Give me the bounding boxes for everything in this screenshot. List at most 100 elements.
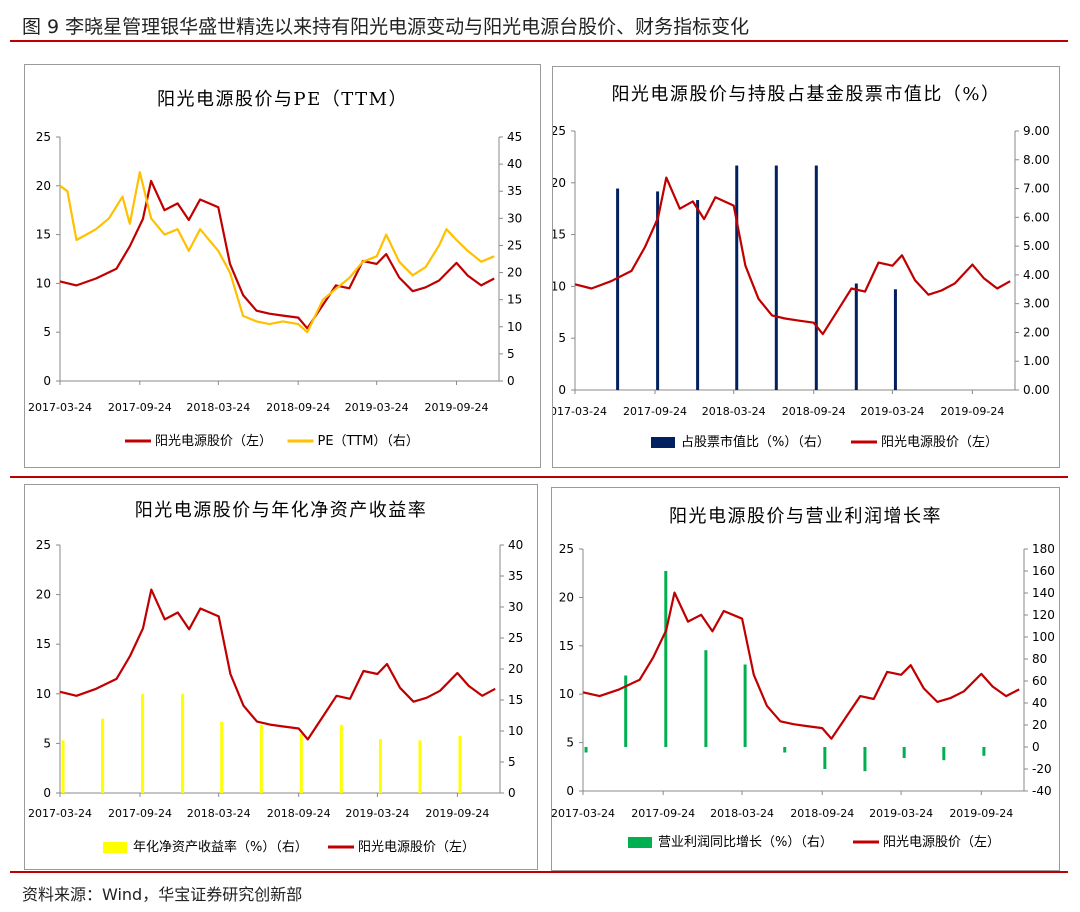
x-tick-label: 2018-03-24 [702,405,766,418]
right-tick-label: 45 [507,130,522,144]
bar [61,740,65,793]
bar [458,735,462,793]
chart-title: 阳光电源股价与年化净资产收益率 [135,500,428,521]
right-tick-label: 0 [1032,740,1040,754]
left-tick-label: 0 [558,383,566,397]
bar [259,724,263,793]
right-tick-label: 20 [1032,718,1047,732]
left-tick-label: 0 [43,786,51,800]
bar [616,188,620,390]
right-tick-label: 4.00 [1023,268,1050,282]
bar [656,191,660,390]
bar [854,283,858,390]
right-tick-label: 15 [508,693,523,707]
x-tick-label: 2019-03-24 [860,405,924,418]
figure-title: 图 9 李晓星管理银华盛世精选以来持有阳光电源变动与阳光电源台股价、财务指标变化 [22,16,750,38]
x-tick-label: 2019-09-24 [425,807,489,820]
right-tick-label: 30 [507,211,522,225]
legend-label: 年化净资产收益率（%）（右） [133,839,308,855]
x-tick-label: 2019-09-24 [425,401,489,414]
legend-label: 阳光电源股价（左） [883,835,1000,850]
price-line [59,588,496,741]
right-tick-label: 60 [1032,674,1047,688]
x-tick-label: 2017-03-24 [553,405,607,418]
right-tick-label: 40 [508,538,523,552]
right-tick-label: 6.00 [1023,210,1050,224]
left-tick-label: 25 [559,542,574,556]
left-tick-label: 20 [553,176,566,190]
x-tick-label: 2018-09-24 [790,807,854,820]
left-tick-label: 10 [36,276,51,290]
source-note: 资料来源：Wind，华宝证券研究创新部 [22,885,303,904]
top-rule [10,40,1068,42]
bar [893,289,897,390]
left-tick-label: 15 [36,228,51,242]
chart-title: 阳光电源股价与营业利润增长率 [669,506,942,527]
right-tick-label: 35 [508,569,523,583]
middle-rule [10,476,1068,478]
legend-label: 阳光电源股价（左） [358,840,475,855]
bar [902,747,906,758]
bar [735,165,739,390]
bar [339,724,343,793]
right-tick-label: 100 [1032,630,1055,644]
left-tick-label: 20 [36,179,51,193]
right-tick-label: 10 [507,320,522,334]
right-tick-label: -20 [1032,762,1052,776]
x-tick-label: 2017-09-24 [108,401,172,414]
right-tick-label: 2.00 [1023,325,1050,339]
bar [982,747,986,756]
legend-swatch [103,842,127,853]
right-tick-label: -40 [1032,784,1052,798]
bar [743,664,747,747]
left-tick-label: 20 [36,588,51,602]
right-tick-label: 7.00 [1023,182,1050,196]
x-tick-label: 2019-09-24 [940,405,1004,418]
chart-panel-price-profit-growth: 阳光电源股价与营业利润增长率 0 5 10 15 20 25 -40 -20 0 20 40 60 80 1… [551,487,1060,871]
legend-label: 占股票市值比（%）（右） [681,434,830,450]
bar [378,739,382,793]
x-tick-label: 2019-03-24 [869,807,933,820]
bar [823,747,827,769]
legend-swatch [651,437,675,448]
right-tick-label: 35 [507,184,522,198]
right-tick-label: 20 [507,266,522,280]
legend-label: PE（TTM）（右） [318,434,419,449]
left-tick-label: 15 [559,639,574,653]
left-tick-label: 20 [559,590,574,604]
right-tick-label: 5.00 [1023,239,1050,253]
chart-price-holding: 阳光电源股价与持股占基金股票市值比（%） 0 5 10 15 20 25 0.00 1.00 2.… [553,84,1050,450]
x-tick-label: 2018-03-24 [710,807,774,820]
x-tick-label: 2017-03-24 [28,807,92,820]
right-tick-label: 0 [507,374,515,388]
right-tick-label: 80 [1032,652,1047,666]
chart-title: 阳光电源股价与PE（TTM） [157,89,408,110]
left-tick-label: 10 [36,687,51,701]
right-tick-label: 0 [508,786,516,800]
right-tick-label: 40 [507,157,522,171]
bar [696,200,700,390]
right-tick-label: 40 [1032,696,1047,710]
bottom-rule [10,871,1068,873]
chart-price-roe: 阳光电源股价与年化净资产收益率 0 5 10 15 20 25 0 5 10 15 20 25 30 35 4… [28,500,523,855]
left-tick-label: 25 [553,124,566,138]
chart-price-pe: 阳光电源股价与PE（TTM） 0 5 10 15 20 25 0 5 10 15 20 25 30 35 40… [28,89,522,449]
bar [863,747,867,772]
left-tick-label: 5 [558,331,566,345]
bar [774,165,778,390]
x-tick-label: 2017-09-24 [631,807,695,820]
left-tick-label: 5 [43,736,51,750]
x-tick-label: 2019-03-24 [345,401,409,414]
bar [664,571,668,747]
left-tick-label: 0 [43,374,51,388]
bar [220,721,224,793]
x-tick-label: 2018-09-24 [267,807,331,820]
x-tick-label: 2018-03-24 [187,807,251,820]
right-tick-label: 160 [1032,564,1055,578]
legend-label: 营业利润同比增长（%）（右） [658,835,833,850]
right-tick-label: 3.00 [1023,297,1050,311]
x-tick-label: 2017-03-24 [552,807,615,820]
legend-swatch [628,837,652,848]
chart-price-profit-growth: 阳光电源股价与营业利润增长率 0 5 10 15 20 25 -40 -20 0 20 40 60 80 1… [552,506,1055,850]
bar [181,693,185,793]
